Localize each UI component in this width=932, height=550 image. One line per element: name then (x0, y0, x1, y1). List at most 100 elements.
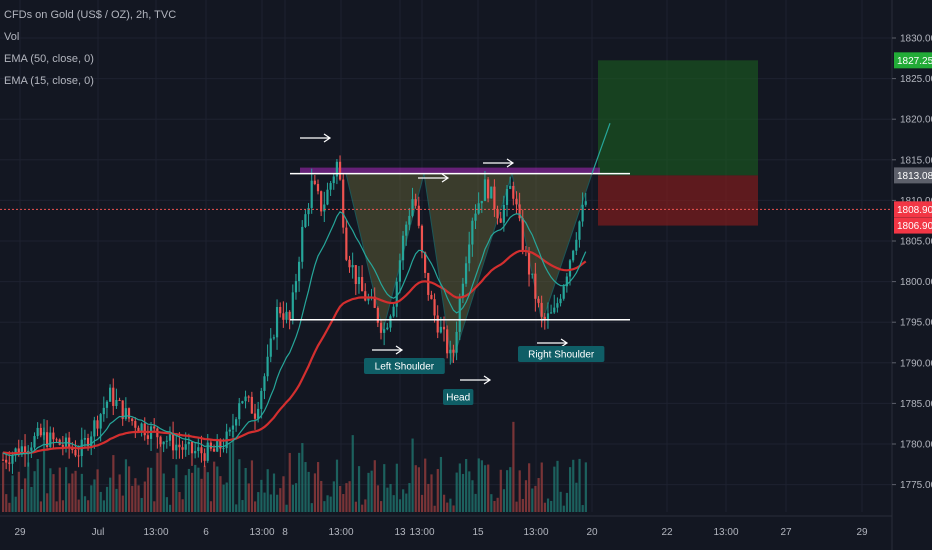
time-tick-label: 13 (394, 527, 406, 538)
candle-body (194, 451, 197, 454)
candle-body (184, 444, 187, 450)
volume-bar (373, 460, 376, 512)
candle-body (55, 439, 58, 441)
candle-body (5, 459, 8, 463)
candle-body (20, 446, 23, 455)
candle-body (313, 180, 316, 185)
candle-body (436, 315, 439, 333)
time-tick-label: 13:00 (523, 527, 548, 538)
candle-body (395, 281, 398, 307)
volume-bar (402, 489, 405, 512)
volume-bar (194, 464, 197, 512)
candle-body (556, 303, 559, 308)
candle-body (49, 432, 52, 447)
candle-body (219, 440, 222, 449)
candle-body (392, 306, 395, 317)
candle-body (235, 419, 238, 426)
volume-bar (480, 460, 483, 512)
arrow-annotation (300, 133, 332, 143)
time-tick-label: 20 (586, 527, 598, 538)
candle-body (124, 408, 127, 419)
volume-bar (257, 492, 260, 512)
volume-indicator-label[interactable]: Vol (4, 31, 20, 43)
price-axis[interactable]: 1830.001825.001820.001815.001810.001805.… (891, 0, 932, 550)
candle-body (253, 413, 257, 419)
time-tick-label: 13:00 (328, 527, 353, 538)
volume-bar (430, 474, 433, 512)
candle-body (153, 426, 156, 429)
time-axis[interactable]: 29 Jul 13:00 6 13:00 8 13:00 13 13:00 15 13:00 20 22… (0, 515, 892, 538)
candle-body (36, 427, 39, 437)
volume-bar (294, 483, 298, 512)
volume-bar (112, 455, 115, 512)
candle-body (468, 244, 471, 264)
candle-body (427, 272, 430, 295)
candle-body (417, 205, 420, 226)
volume-bar (5, 494, 8, 512)
candle-body (559, 298, 562, 304)
volume-bar (93, 479, 96, 512)
price-tick-label: 1790.00 (900, 358, 932, 369)
candle-body (203, 453, 206, 461)
volume-bar (96, 469, 99, 512)
candle-body (212, 448, 216, 452)
candle-body (562, 286, 565, 299)
volume-bar (121, 495, 124, 512)
volume-bar (263, 492, 266, 512)
volume-bar (137, 485, 140, 512)
volume-bar (449, 498, 452, 512)
candle-body (71, 447, 74, 450)
volume-bar (512, 421, 515, 512)
candle-body (487, 179, 490, 199)
candle-body (323, 204, 326, 212)
volume-bar (241, 500, 244, 512)
candle-body (298, 261, 301, 282)
volume-bar (332, 481, 335, 512)
candle-body (301, 226, 304, 262)
candle-body (143, 423, 146, 436)
volume-bar (187, 468, 191, 512)
candle-body (439, 326, 442, 333)
volume-bar (452, 505, 455, 512)
volume-bar (68, 483, 71, 512)
candle-body (521, 218, 524, 251)
candle-body (367, 298, 370, 301)
volume-bar (436, 469, 439, 512)
volume-bar (11, 475, 14, 512)
candle-body (181, 447, 184, 450)
candle-body (190, 441, 194, 454)
target-zone (598, 60, 758, 176)
volume-bar (24, 478, 27, 512)
time-tick-label: Jul (92, 527, 105, 538)
price-tick-label: 1795.00 (900, 318, 932, 329)
volume-bar (351, 435, 354, 512)
candle-body (537, 298, 540, 303)
ema15-indicator-label[interactable]: EMA (15, close, 0) (4, 75, 94, 87)
candle-body (1, 459, 5, 461)
volume-bar (559, 491, 562, 512)
candle-body (351, 265, 354, 268)
time-tick-label: 8 (282, 527, 288, 538)
volume-bar (105, 486, 109, 512)
risk-reward-zones (598, 60, 758, 226)
volume-bar (52, 474, 55, 512)
candle-body (187, 441, 190, 445)
volume-bar (310, 503, 313, 512)
ema50-indicator-label[interactable]: EMA (50, close, 0) (4, 53, 94, 65)
stop-zone (598, 175, 758, 226)
price-label-text: 1827.25 (897, 56, 932, 67)
pattern-label-box (518, 346, 605, 362)
volume-bar (20, 488, 24, 512)
symbol-title[interactable]: CFDs on Gold (US$ / OZ), 2h, TVC (4, 9, 177, 21)
volume-bar (317, 462, 320, 512)
price-tick-label: 1785.00 (900, 399, 932, 410)
candle-body (131, 418, 134, 422)
volume-bar (150, 467, 153, 512)
volume-bar (446, 502, 449, 512)
volume-bar (191, 472, 194, 512)
volume-bar (405, 493, 408, 512)
volume-bar (162, 473, 165, 512)
candle-body (260, 390, 263, 409)
volume-bar (531, 488, 534, 512)
